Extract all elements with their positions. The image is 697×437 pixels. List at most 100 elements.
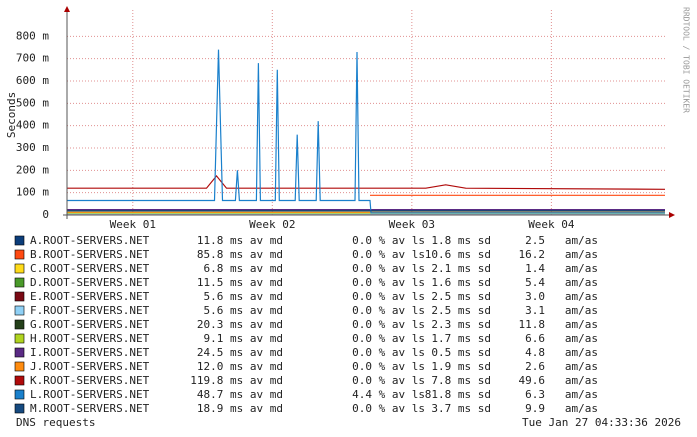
legend-stat: 0.0 % av ls [352,374,425,387]
footer-right: Tue Jan 27 04:33:36 2026 [522,416,681,429]
legend-stat: 4.4 % av ls [352,388,425,401]
legend-stat: 1.4 am/as [525,262,598,275]
legend-label: B.ROOT-SERVERS.NET [30,248,150,261]
legend-stat: 11.8 am/as [519,318,598,331]
legend-swatch [14,263,25,274]
legend-stat: 0.0 % av ls [352,360,425,373]
legend-stat: 11.8 ms av md [197,234,283,247]
legend-stat: 9.1 ms av md [204,332,283,345]
axis-arrow [64,6,70,12]
legend-stat: 5.6 ms av md [204,290,283,303]
legend-swatch [14,277,25,288]
legend-stat: 0.0 % av ls [352,346,425,359]
plot-area [67,10,665,215]
legend-stat: 3.7 ms sd [431,402,491,415]
y-tick-label: 500 m [16,96,49,109]
y-tick-label: 300 m [16,141,49,154]
legend-swatch [14,235,25,246]
y-tick-label: 400 m [16,119,49,132]
y-tick-label: 100 m [16,186,49,199]
legend-stat: 2.6 am/as [525,360,598,373]
y-tick-label: 600 m [16,74,49,87]
legend-stat: 0.0 % av ls [352,234,425,247]
watermark: RRDTOOL / TOBI OETIKER [682,7,691,113]
legend-stat: 6.6 am/as [525,332,598,345]
y-tick-label: 200 m [16,163,49,176]
legend-stat: 3.0 am/as [525,290,598,303]
y-tick-label: 800 m [16,29,49,42]
legend-swatch [14,319,25,330]
legend-label: F.ROOT-SERVERS.NET [30,304,150,317]
legend-stat: 2.5 ms sd [431,304,491,317]
legend-stat: 3.1 am/as [525,304,598,317]
legend-stat: 1.7 ms sd [431,332,491,345]
legend-stat: 0.0 % av ls [352,318,425,331]
legend-stat: 2.5 ms sd [431,290,491,303]
legend-stat: 2.1 ms sd [431,262,491,275]
legend-stat: 5.4 am/as [525,276,598,289]
legend-label: K.ROOT-SERVERS.NET [30,374,150,387]
legend-label: G.ROOT-SERVERS.NET [30,318,150,331]
legend-stat: 18.9 ms av md [197,402,283,415]
legend-stat: 6.8 ms av md [204,262,283,275]
legend-label: J.ROOT-SERVERS.NET [30,360,150,373]
legend-stat: 2.5 am/as [525,234,598,247]
x-tick-label: Week 03 [389,218,435,231]
x-tick-label: Week 01 [110,218,156,231]
legend-stat: 119.8 ms av md [190,374,283,387]
legend-swatch [14,403,25,414]
legend-stat: 1.6 ms sd [431,276,491,289]
legend-stat: 1.9 ms sd [431,360,491,373]
legend-stat: 49.6 am/as [519,374,598,387]
legend-stat: 16.2 am/as [519,248,598,261]
legend-label: D.ROOT-SERVERS.NET [30,276,150,289]
series-line [67,49,665,214]
legend-stat: 20.3 ms av md [197,318,283,331]
legend-stat: 0.0 % av ls [352,276,425,289]
legend-swatch [14,375,25,386]
y-tick-label: 700 m [16,52,49,65]
legend-stat: 9.9 am/as [525,402,598,415]
legend-stat: 48.7 ms av md [197,388,283,401]
legend-swatch [14,333,25,344]
legend-stat: 0.0 % av ls [352,332,425,345]
legend-swatch [14,305,25,316]
legend-stat: 0.0 % av ls [352,290,425,303]
legend-stat: 24.5 ms av md [197,346,283,359]
legend-stat: 5.6 ms av md [204,304,283,317]
y-axis-label: Seconds [5,92,18,138]
legend-label: A.ROOT-SERVERS.NET [30,234,150,247]
y-tick-label: 0 [42,208,49,221]
legend-stat: 0.0 % av ls [352,248,425,261]
legend-label: M.ROOT-SERVERS.NET [30,402,150,415]
legend-label: E.ROOT-SERVERS.NET [30,290,150,303]
legend-stat: 7.8 ms sd [431,374,491,387]
legend-stat: 10.6 ms sd [425,248,491,261]
legend-stat: 0.0 % av ls [352,402,425,415]
legend-swatch [14,249,25,260]
legend-stat: 81.8 ms sd [425,388,491,401]
legend-label: C.ROOT-SERVERS.NET [30,262,150,275]
legend-stat: 6.3 am/as [525,388,598,401]
legend-swatch [14,389,25,400]
legend-stat: 12.0 ms av md [197,360,283,373]
legend-label: L.ROOT-SERVERS.NET [30,388,150,401]
legend-stat: 4.8 am/as [525,346,598,359]
legend-label: I.ROOT-SERVERS.NET [30,346,150,359]
legend-stat: 85.8 ms av md [197,248,283,261]
legend-swatch [14,291,25,302]
axis-arrow [669,212,675,218]
legend-swatch [14,347,25,358]
x-tick-label: Week 02 [249,218,295,231]
footer-left: DNS requests [16,416,95,429]
legend-label: H.ROOT-SERVERS.NET [30,332,150,345]
legend-stat: 1.8 ms sd [431,234,491,247]
legend-swatch [14,361,25,372]
legend-stat: 0.0 % av ls [352,304,425,317]
x-tick-label: Week 04 [528,218,575,231]
legend-stat: 0.0 % av ls [352,262,425,275]
series-line [67,174,666,190]
legend-stat: 11.5 ms av md [197,276,283,289]
legend-stat: 2.3 ms sd [431,318,491,331]
legend-stat: 0.5 ms sd [431,346,491,359]
